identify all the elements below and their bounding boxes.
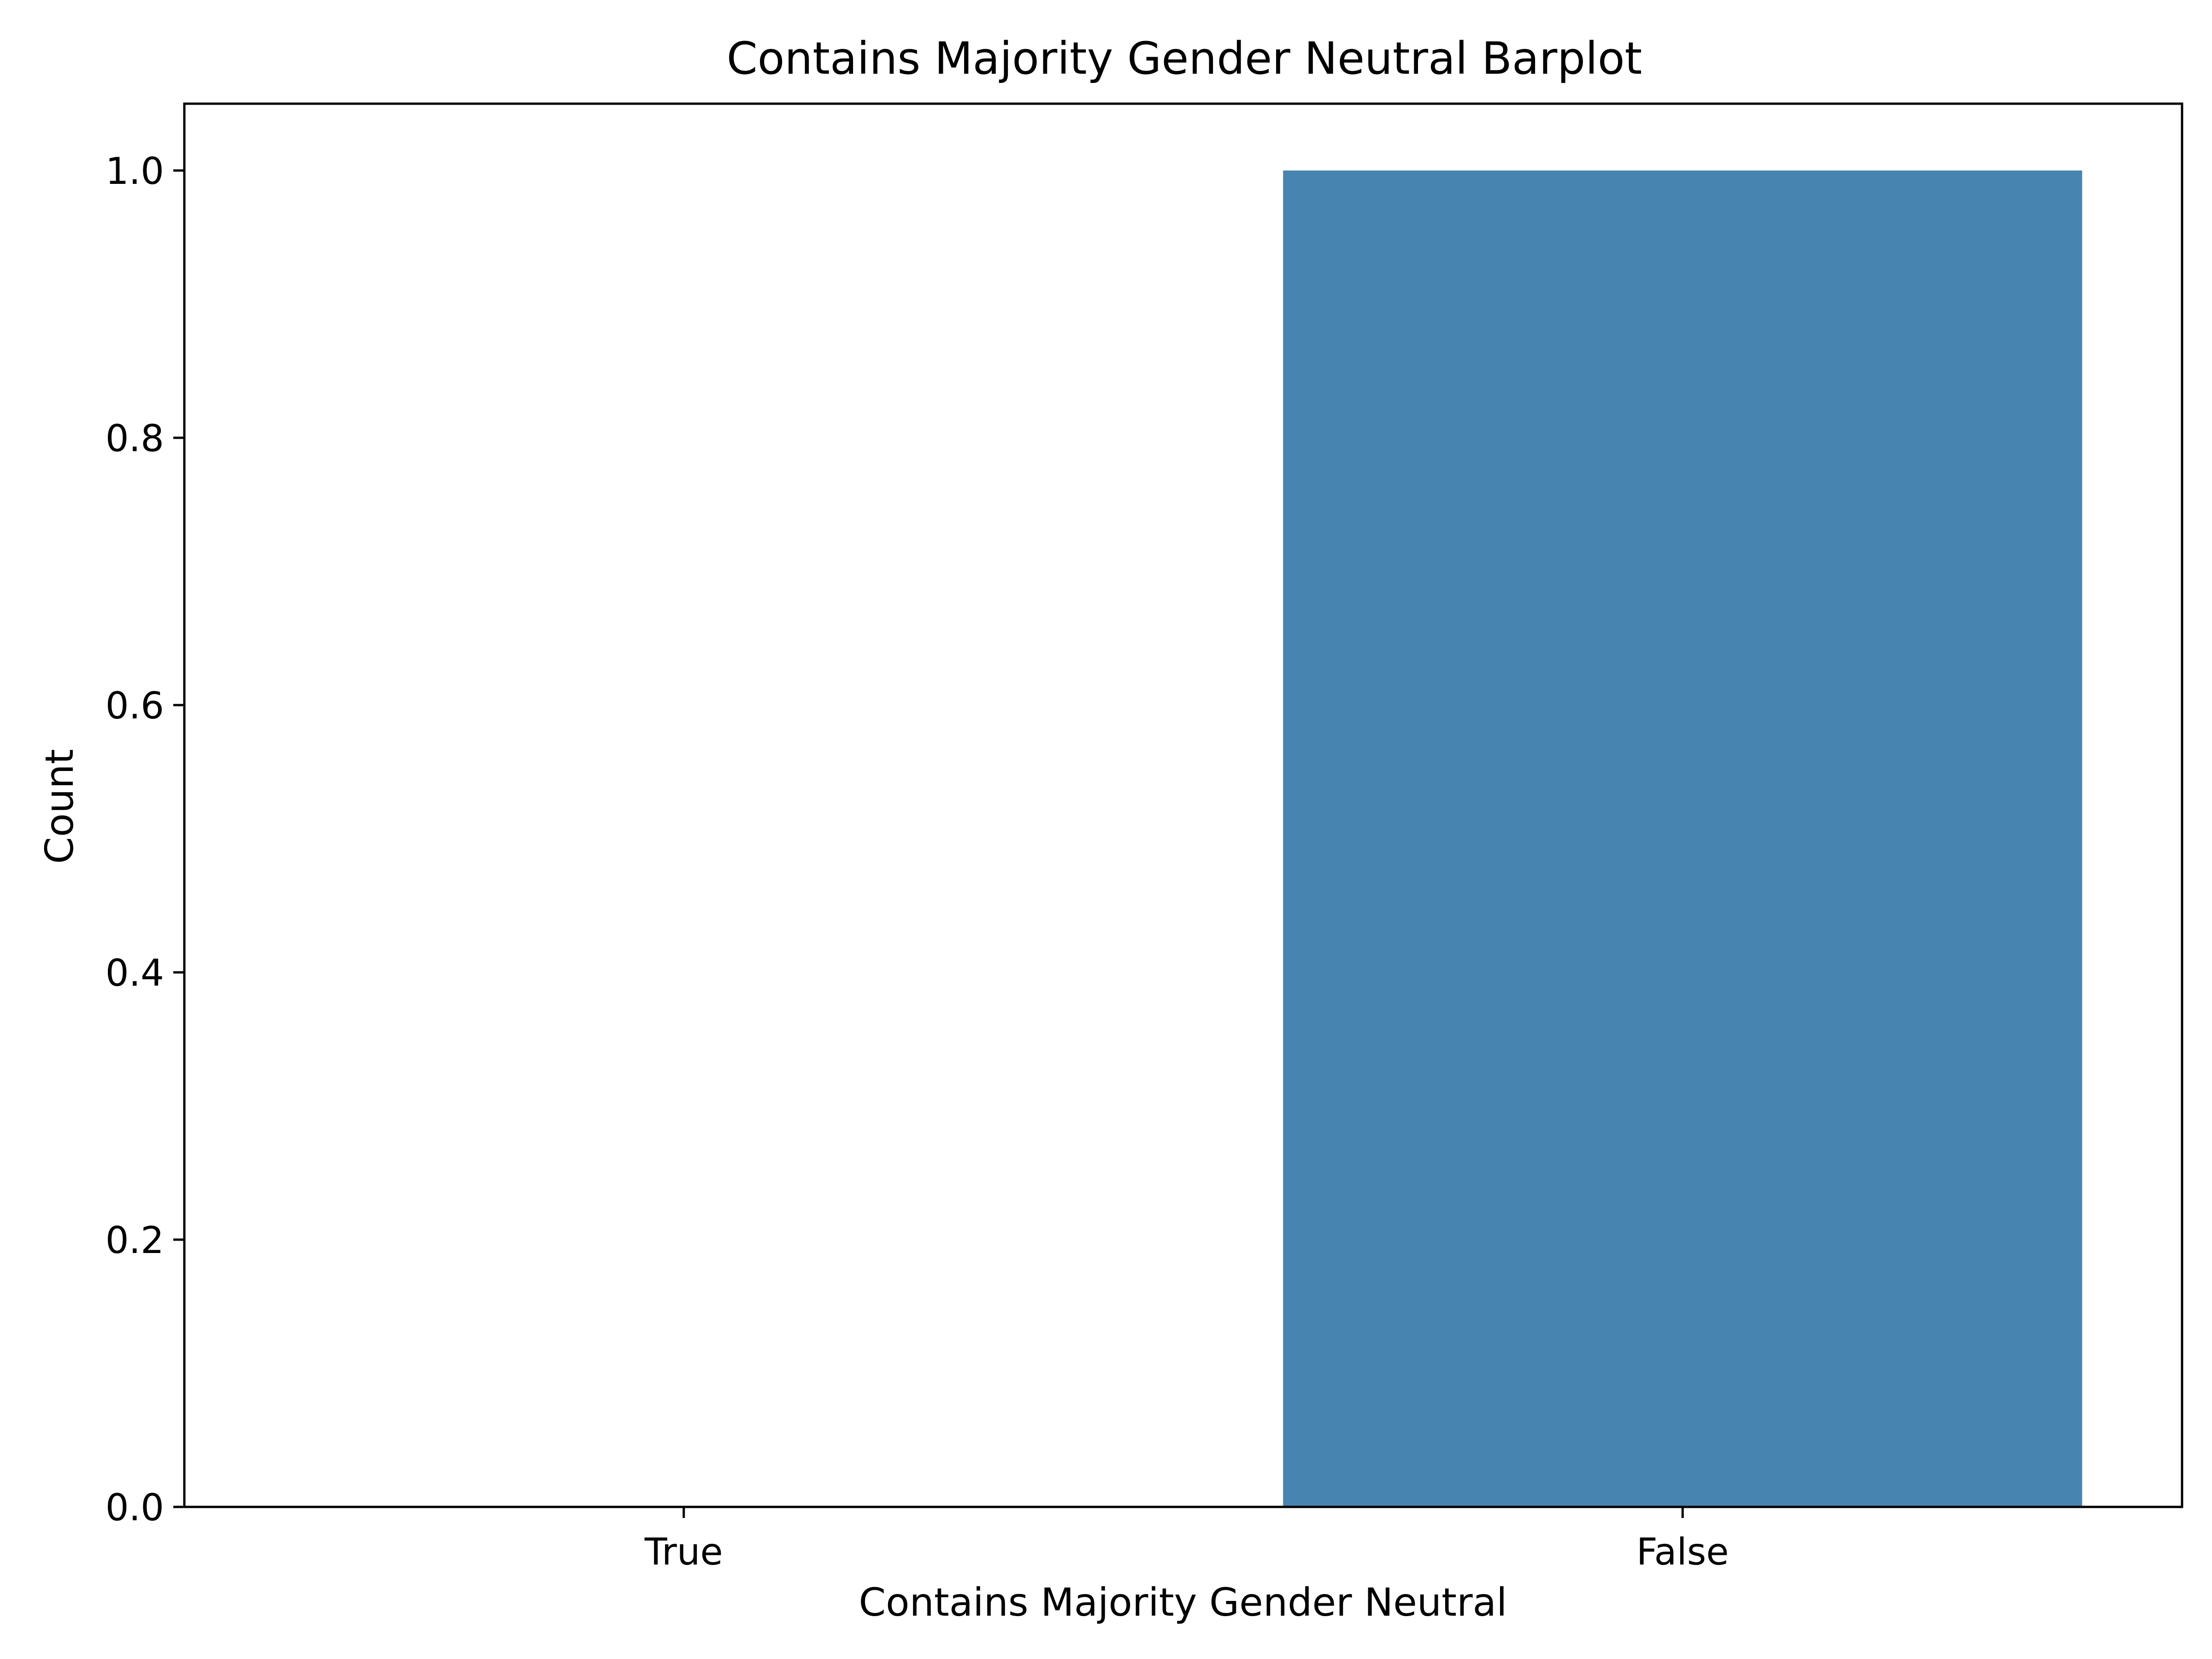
y-tick-label: 0.2	[106, 1219, 164, 1262]
x-tick-label: False	[1636, 1530, 1729, 1573]
y-tick-label: 0.8	[106, 417, 164, 460]
y-tick-label: 0.6	[106, 684, 164, 727]
bars-group	[1283, 171, 2083, 1507]
bar-false	[1283, 171, 2083, 1507]
x-axis-ticks: True False	[644, 1507, 1729, 1573]
chart-title: Contains Majority Gender Neutral Barplot	[727, 33, 1642, 84]
y-axis-ticks: 0.0 0.2 0.4 0.6 0.8 1.0	[106, 150, 184, 1529]
y-tick-label: 1.0	[106, 150, 164, 193]
y-tick-label: 0.4	[106, 952, 164, 994]
x-axis-label: Contains Majority Gender Neutral	[859, 1580, 1507, 1625]
y-tick-label: 0.0	[106, 1486, 164, 1529]
y-axis-label: Count	[37, 749, 82, 864]
plot-frame	[183, 102, 2183, 1508]
x-tick-label: True	[644, 1530, 723, 1573]
